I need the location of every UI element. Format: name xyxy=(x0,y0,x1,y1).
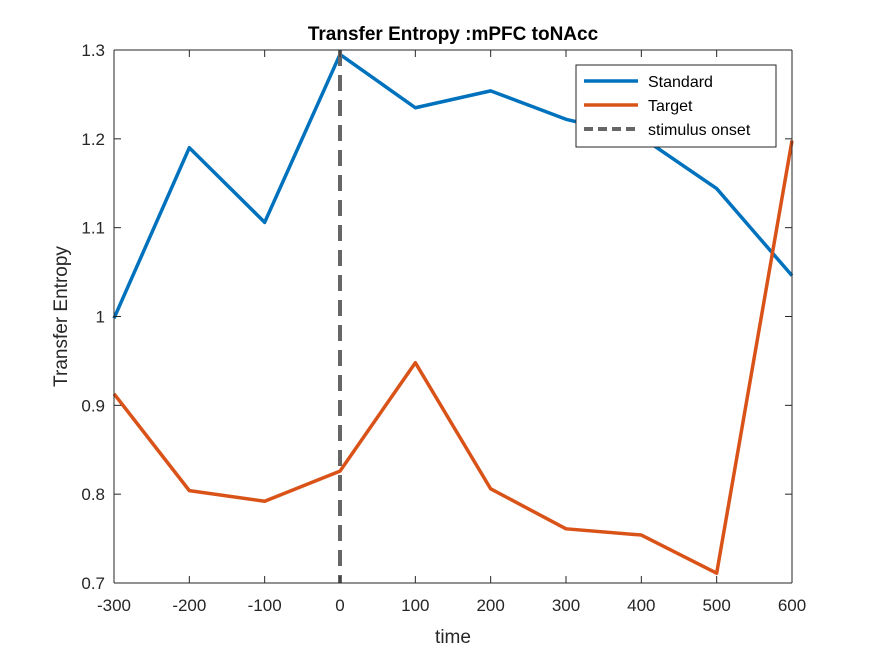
y-tick-label: 0.9 xyxy=(81,396,105,415)
y-tick-label: 1.2 xyxy=(81,130,105,149)
legend-label: Standard xyxy=(648,74,713,91)
series-layer xyxy=(112,50,794,583)
x-tick-label: 300 xyxy=(552,596,580,615)
x-tick-label: 600 xyxy=(778,596,806,615)
legend-label: Target xyxy=(648,98,693,115)
chart-title: Transfer Entropy :mPFC toNAcc xyxy=(308,24,599,45)
x-tick-label: -200 xyxy=(172,596,206,615)
x-tick-label: 500 xyxy=(702,596,730,615)
x-tick-label: 100 xyxy=(401,596,429,615)
legend-label: stimulus onset xyxy=(648,122,751,139)
y-tick-label: 1 xyxy=(96,308,105,327)
x-tick-label: 0 xyxy=(335,596,344,615)
y-tick-label: 0.7 xyxy=(81,574,105,593)
y-tick-label: 0.8 xyxy=(81,485,105,504)
x-tick-label: -300 xyxy=(97,596,131,615)
series-line-target xyxy=(112,140,794,575)
axes: -300 -200 -100 0 100 200 300 400 500 600 0.7 0.8 0.9… xyxy=(81,41,806,615)
x-tick-label: 200 xyxy=(476,596,504,615)
x-axis-title: time xyxy=(435,627,471,648)
y-axis-title: Transfer Entropy xyxy=(51,246,72,387)
series-line-standard xyxy=(112,52,794,319)
y-tick-label: 1.3 xyxy=(81,41,105,60)
y-tick-label: 1.1 xyxy=(81,219,105,238)
x-tick-label: 400 xyxy=(627,596,655,615)
legend: Standard Target stimulus onset xyxy=(575,64,777,148)
x-tick-label: -100 xyxy=(248,596,282,615)
